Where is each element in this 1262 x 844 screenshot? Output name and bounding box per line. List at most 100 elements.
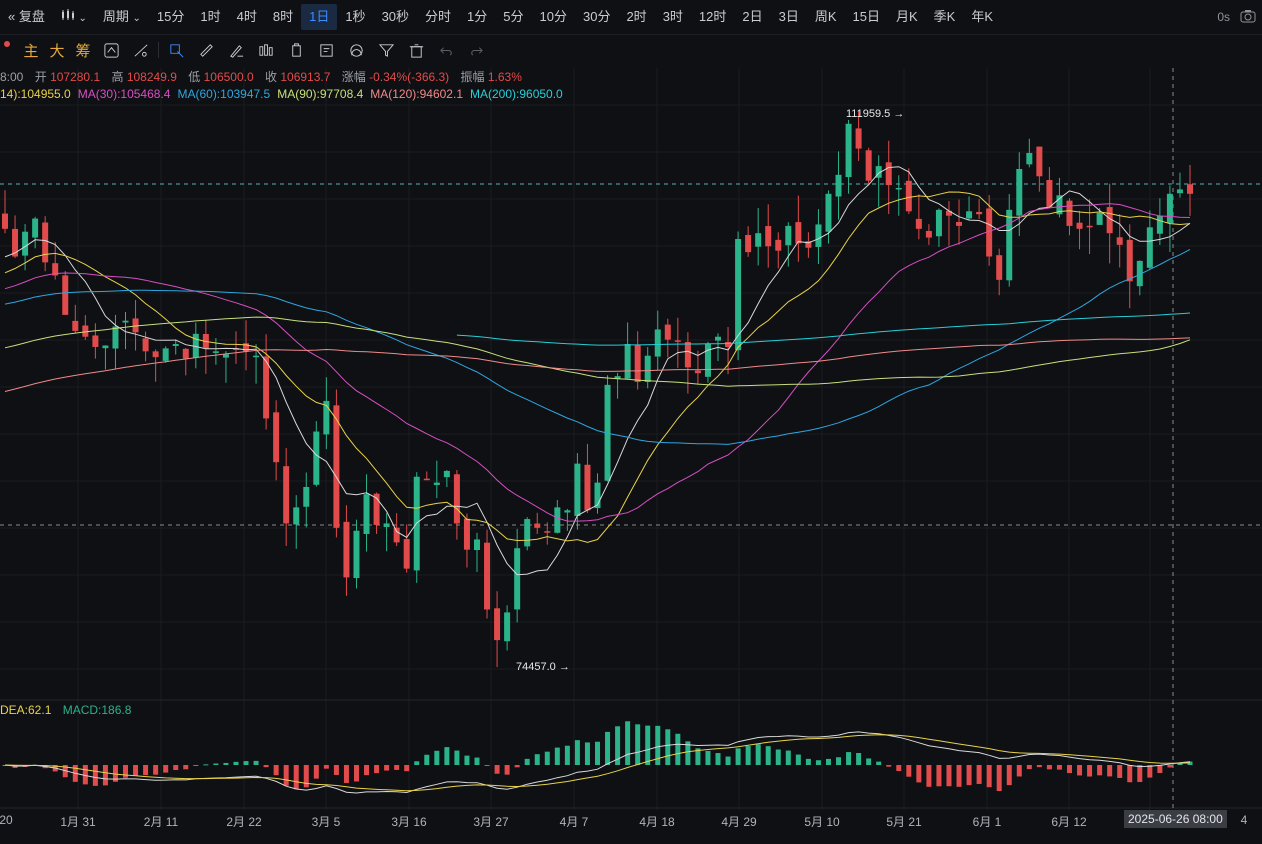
interval-tab[interactable]: 分时 — [425, 9, 452, 24]
candle-body — [353, 530, 360, 579]
macd-histogram-bar — [876, 761, 882, 765]
macd-histogram-bar — [564, 745, 570, 765]
interval-tab[interactable]: 12时 — [698, 9, 727, 24]
macd-histogram-bar — [544, 751, 550, 765]
moving-average-line — [4, 248, 1191, 445]
candle-body — [333, 405, 340, 528]
macd-histogram-bar — [1177, 763, 1183, 765]
ruler-icon[interactable] — [191, 35, 221, 65]
interval-tab[interactable]: 15日 — [852, 9, 880, 24]
candle-body — [443, 470, 450, 478]
macd-histogram-bar — [1157, 765, 1163, 773]
filter-icon[interactable] — [371, 35, 401, 65]
big-indicator-button[interactable]: 大 — [49, 42, 65, 60]
interval-tab[interactable]: 15分 — [156, 9, 185, 24]
x-axis-tick: 6月 1 — [972, 815, 1002, 829]
chips-indicator-button[interactable]: 筹 — [75, 42, 91, 60]
magnet-icon[interactable] — [341, 35, 371, 65]
interval-tab[interactable]: 月K — [896, 9, 918, 24]
redo-icon[interactable] — [461, 35, 491, 65]
interval-tab[interactable]: 2日 — [742, 9, 763, 24]
macd-histogram-bar — [1036, 765, 1042, 768]
interval-tab[interactable]: 3日 — [778, 9, 799, 24]
candle-body — [875, 166, 882, 178]
interval-tab[interactable]: 10分 — [539, 9, 567, 24]
macd-histogram-bar — [936, 765, 942, 787]
candle-body — [473, 539, 480, 551]
x-axis-tick: 2月 11 — [143, 815, 179, 829]
x-axis-tick: 3月 16 — [391, 815, 427, 829]
arrow-right-icon: → — [558, 661, 570, 673]
interval-tab[interactable]: 30分 — [582, 9, 611, 24]
candle-body — [383, 523, 390, 527]
candle-body — [152, 351, 159, 358]
sync-icon[interactable] — [96, 35, 126, 65]
period-dropdown[interactable]: 周期 ⌄ — [95, 4, 149, 30]
macd-histogram-bar — [434, 750, 440, 765]
candle-body — [52, 263, 59, 276]
macd-histogram-bar — [163, 765, 169, 773]
candle-body — [243, 343, 250, 352]
x-axis-tick: 1月 31 — [60, 815, 96, 829]
top-right-area: 0s — [1217, 0, 1256, 34]
candle-body — [855, 128, 862, 149]
macd-histogram-bar — [1066, 765, 1072, 774]
macd-histogram-bar — [414, 761, 420, 765]
macd-histogram-bar — [484, 765, 490, 766]
candle-body — [594, 482, 601, 509]
interval-tab[interactable]: 5分 — [503, 9, 524, 24]
brush-icon[interactable] — [221, 35, 251, 65]
double-chevron-left-icon: « — [8, 9, 16, 24]
top-toolbar: « 复盘 ⌄ 周期 ⌄ 15分 1时 4时 8时 1日 1秒 30秒 分时 1分 5分 10分 30分… — [0, 0, 1262, 35]
candle-body — [212, 351, 219, 353]
camera-icon[interactable] — [1240, 9, 1256, 26]
rectangle-select-icon[interactable] — [161, 35, 191, 65]
candle-body — [1036, 146, 1043, 177]
candle-body — [885, 162, 892, 186]
candle-body — [494, 608, 501, 641]
interval-tab[interactable]: 季K — [933, 9, 956, 24]
trend-tool-icon[interactable] — [126, 35, 156, 65]
interval-tab[interactable]: 1分 — [467, 9, 488, 24]
macd-histogram-bar — [655, 725, 661, 765]
main-indicator-button[interactable]: 主 — [23, 42, 39, 60]
interval-tab[interactable]: 1日 — [301, 4, 338, 30]
x-axis: 20 1月 31 2月 11 2月 22 3月 5 3月 16 3月 27 4月 7 4月 18… — [0, 810, 1262, 830]
interval-tab[interactable]: 1秒 — [345, 9, 366, 24]
macd-histogram-bar — [725, 756, 731, 765]
macd-histogram-bar — [785, 750, 791, 765]
interval-tab[interactable]: 4时 — [236, 9, 257, 24]
macd-histogram-bar — [595, 741, 600, 765]
interval-tab[interactable]: 周K — [814, 9, 837, 24]
candle-body — [644, 355, 651, 383]
macd-histogram-bar — [685, 741, 691, 765]
interval-tab[interactable]: 3时 — [662, 9, 683, 24]
undo-icon[interactable] — [431, 35, 461, 65]
restore-button[interactable]: « 复盘 — [0, 4, 53, 30]
interval-tab[interactable]: 1时 — [200, 9, 221, 24]
ma-legend-item: MA(60):103947.5 — [177, 87, 271, 101]
macd-histogram-bar — [273, 765, 279, 776]
macd-histogram-bar — [554, 747, 560, 765]
macd-histogram-bar — [524, 758, 530, 765]
interval-tab[interactable]: 30秒 — [381, 9, 410, 24]
interval-tab[interactable]: 年K — [971, 9, 994, 24]
measure-icon[interactable] — [251, 35, 281, 65]
interval-tab[interactable]: 2时 — [626, 9, 647, 24]
position-icon[interactable] — [281, 35, 311, 65]
x-axis-tick: 3月 5 — [311, 815, 341, 829]
macd-histogram-bar — [313, 765, 319, 779]
x-axis-tick: 20 — [0, 813, 13, 827]
candle-body — [945, 210, 952, 216]
interval-tab[interactable]: 8时 — [272, 9, 294, 24]
candle-body — [122, 320, 129, 323]
macd-histogram-bar — [805, 758, 811, 765]
trash-icon[interactable] — [401, 35, 431, 65]
macd-histogram-bar — [293, 765, 299, 790]
amplitude-value: 1.63% — [487, 70, 522, 84]
chart-type-dropdown[interactable]: ⌄ — [53, 4, 95, 30]
note-icon[interactable] — [311, 35, 341, 65]
macd-histogram-bar — [765, 746, 771, 765]
candle-body — [986, 208, 993, 257]
